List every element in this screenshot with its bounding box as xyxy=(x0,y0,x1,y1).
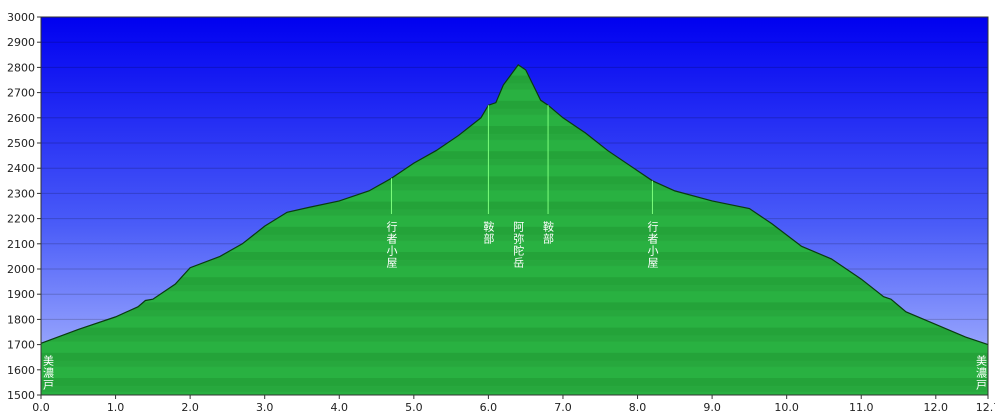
x-tick-label: 8.0 xyxy=(629,401,647,414)
x-tick-label: 0.0 xyxy=(32,401,50,414)
x-tick-label: 9.0 xyxy=(703,401,721,414)
x-tick-label: 5.0 xyxy=(405,401,423,414)
x-tick-label: 2.0 xyxy=(181,401,199,414)
x-tick-label: 4.0 xyxy=(331,401,349,414)
y-tick-label: 1600 xyxy=(7,364,35,377)
y-tick-label: 2500 xyxy=(7,137,35,150)
annotation: 鞍部 xyxy=(482,220,495,245)
annotation: 美濃戸 xyxy=(42,355,55,391)
area-fill-tint xyxy=(41,64,988,395)
y-tick-label: 2300 xyxy=(7,187,35,200)
y-tick-label: 1900 xyxy=(7,288,35,301)
x-tick-label: 11.0 xyxy=(849,401,874,414)
annotation: 鞍部 xyxy=(542,220,555,245)
x-tick-label: 6.0 xyxy=(480,401,498,414)
y-tick-label: 2100 xyxy=(7,238,35,251)
y-tick-label: 2700 xyxy=(7,87,35,100)
x-tick-label: 10.0 xyxy=(774,401,799,414)
x-tick-label: 7.0 xyxy=(554,401,572,414)
x-tick-label: 1.0 xyxy=(107,401,125,414)
annotation: 行者小屋 xyxy=(385,221,398,269)
y-tick-label: 1700 xyxy=(7,339,35,352)
area xyxy=(41,64,988,395)
annotation: 美濃戸 xyxy=(975,355,988,391)
x-tick-label: 3.0 xyxy=(256,401,274,414)
plot-frame xyxy=(40,16,989,396)
x-tick-label: 12.0 xyxy=(924,401,949,414)
y-tick-label: 2200 xyxy=(7,213,35,226)
annotation: 阿弥陀岳 xyxy=(512,221,525,269)
y-tick-label: 2800 xyxy=(7,61,35,74)
annotation: 行者小屋 xyxy=(646,221,659,269)
y-tick-label: 2000 xyxy=(7,263,35,276)
x-tick-label: 12.7 xyxy=(976,401,995,414)
y-tick-label: 1800 xyxy=(7,313,35,326)
y-tick-label: 2900 xyxy=(7,36,35,49)
y-tick-label: 3000 xyxy=(7,11,35,24)
y-tick-label: 2600 xyxy=(7,112,35,125)
y-tick-label: 1500 xyxy=(7,389,35,402)
y-tick-label: 2400 xyxy=(7,162,35,175)
profile-line xyxy=(40,64,989,346)
